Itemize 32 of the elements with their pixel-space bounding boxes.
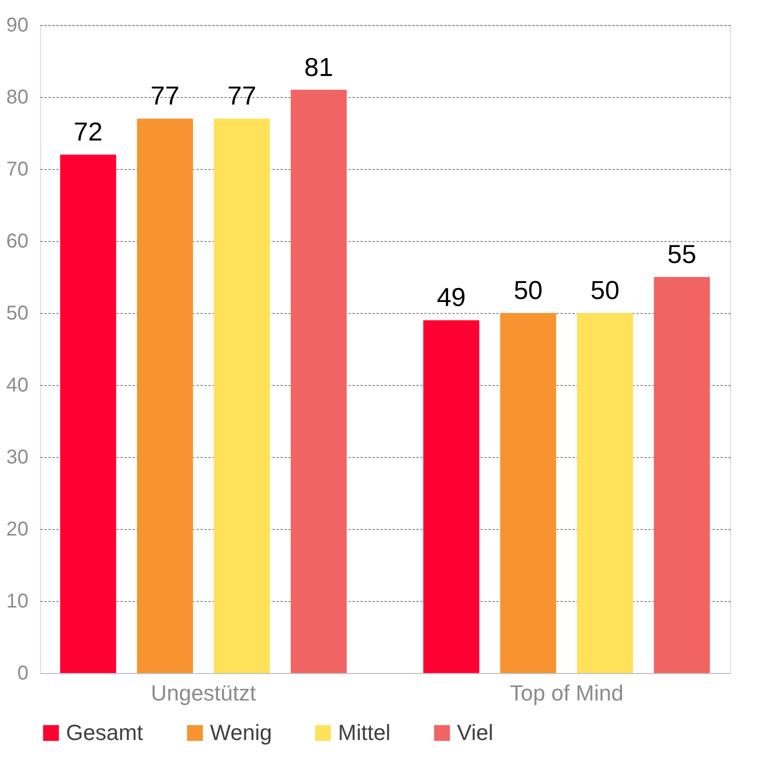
legend-label: Gesamt (66, 720, 144, 745)
y-tick-label: 10 (6, 590, 28, 612)
y-tick-label: 40 (6, 374, 28, 396)
y-tick-label: 90 (6, 14, 28, 36)
data-label: 77 (150, 80, 180, 111)
bar (500, 313, 556, 673)
bar (423, 320, 480, 673)
bar (214, 118, 270, 673)
bar (136, 118, 193, 673)
x-tick-label: Top of Mind (510, 680, 624, 706)
legend-label: Wenig (210, 720, 272, 745)
x-tick-label: Ungestützt (150, 680, 256, 706)
y-tick-label: 80 (6, 86, 28, 108)
data-label: 81 (304, 52, 334, 82)
y-tick-label: 0 (17, 662, 28, 684)
bar (654, 277, 710, 673)
bar (60, 154, 116, 673)
y-tick-label: 70 (6, 158, 28, 180)
bar (577, 313, 634, 673)
legend-label: Mittel (338, 720, 391, 745)
legend-label: Viel (457, 720, 494, 745)
y-tick-label: 60 (6, 230, 28, 252)
data-label: 49 (436, 282, 466, 312)
bar (290, 90, 347, 673)
y-tick-label: 20 (6, 518, 28, 540)
data-label: 50 (590, 275, 620, 305)
data-label: 50 (514, 275, 543, 305)
y-tick-label: 30 (6, 446, 28, 468)
data-label: 77 (227, 80, 256, 111)
y-tick-label: 50 (6, 302, 28, 324)
data-label: 55 (667, 239, 696, 269)
data-label: 72 (74, 116, 103, 147)
